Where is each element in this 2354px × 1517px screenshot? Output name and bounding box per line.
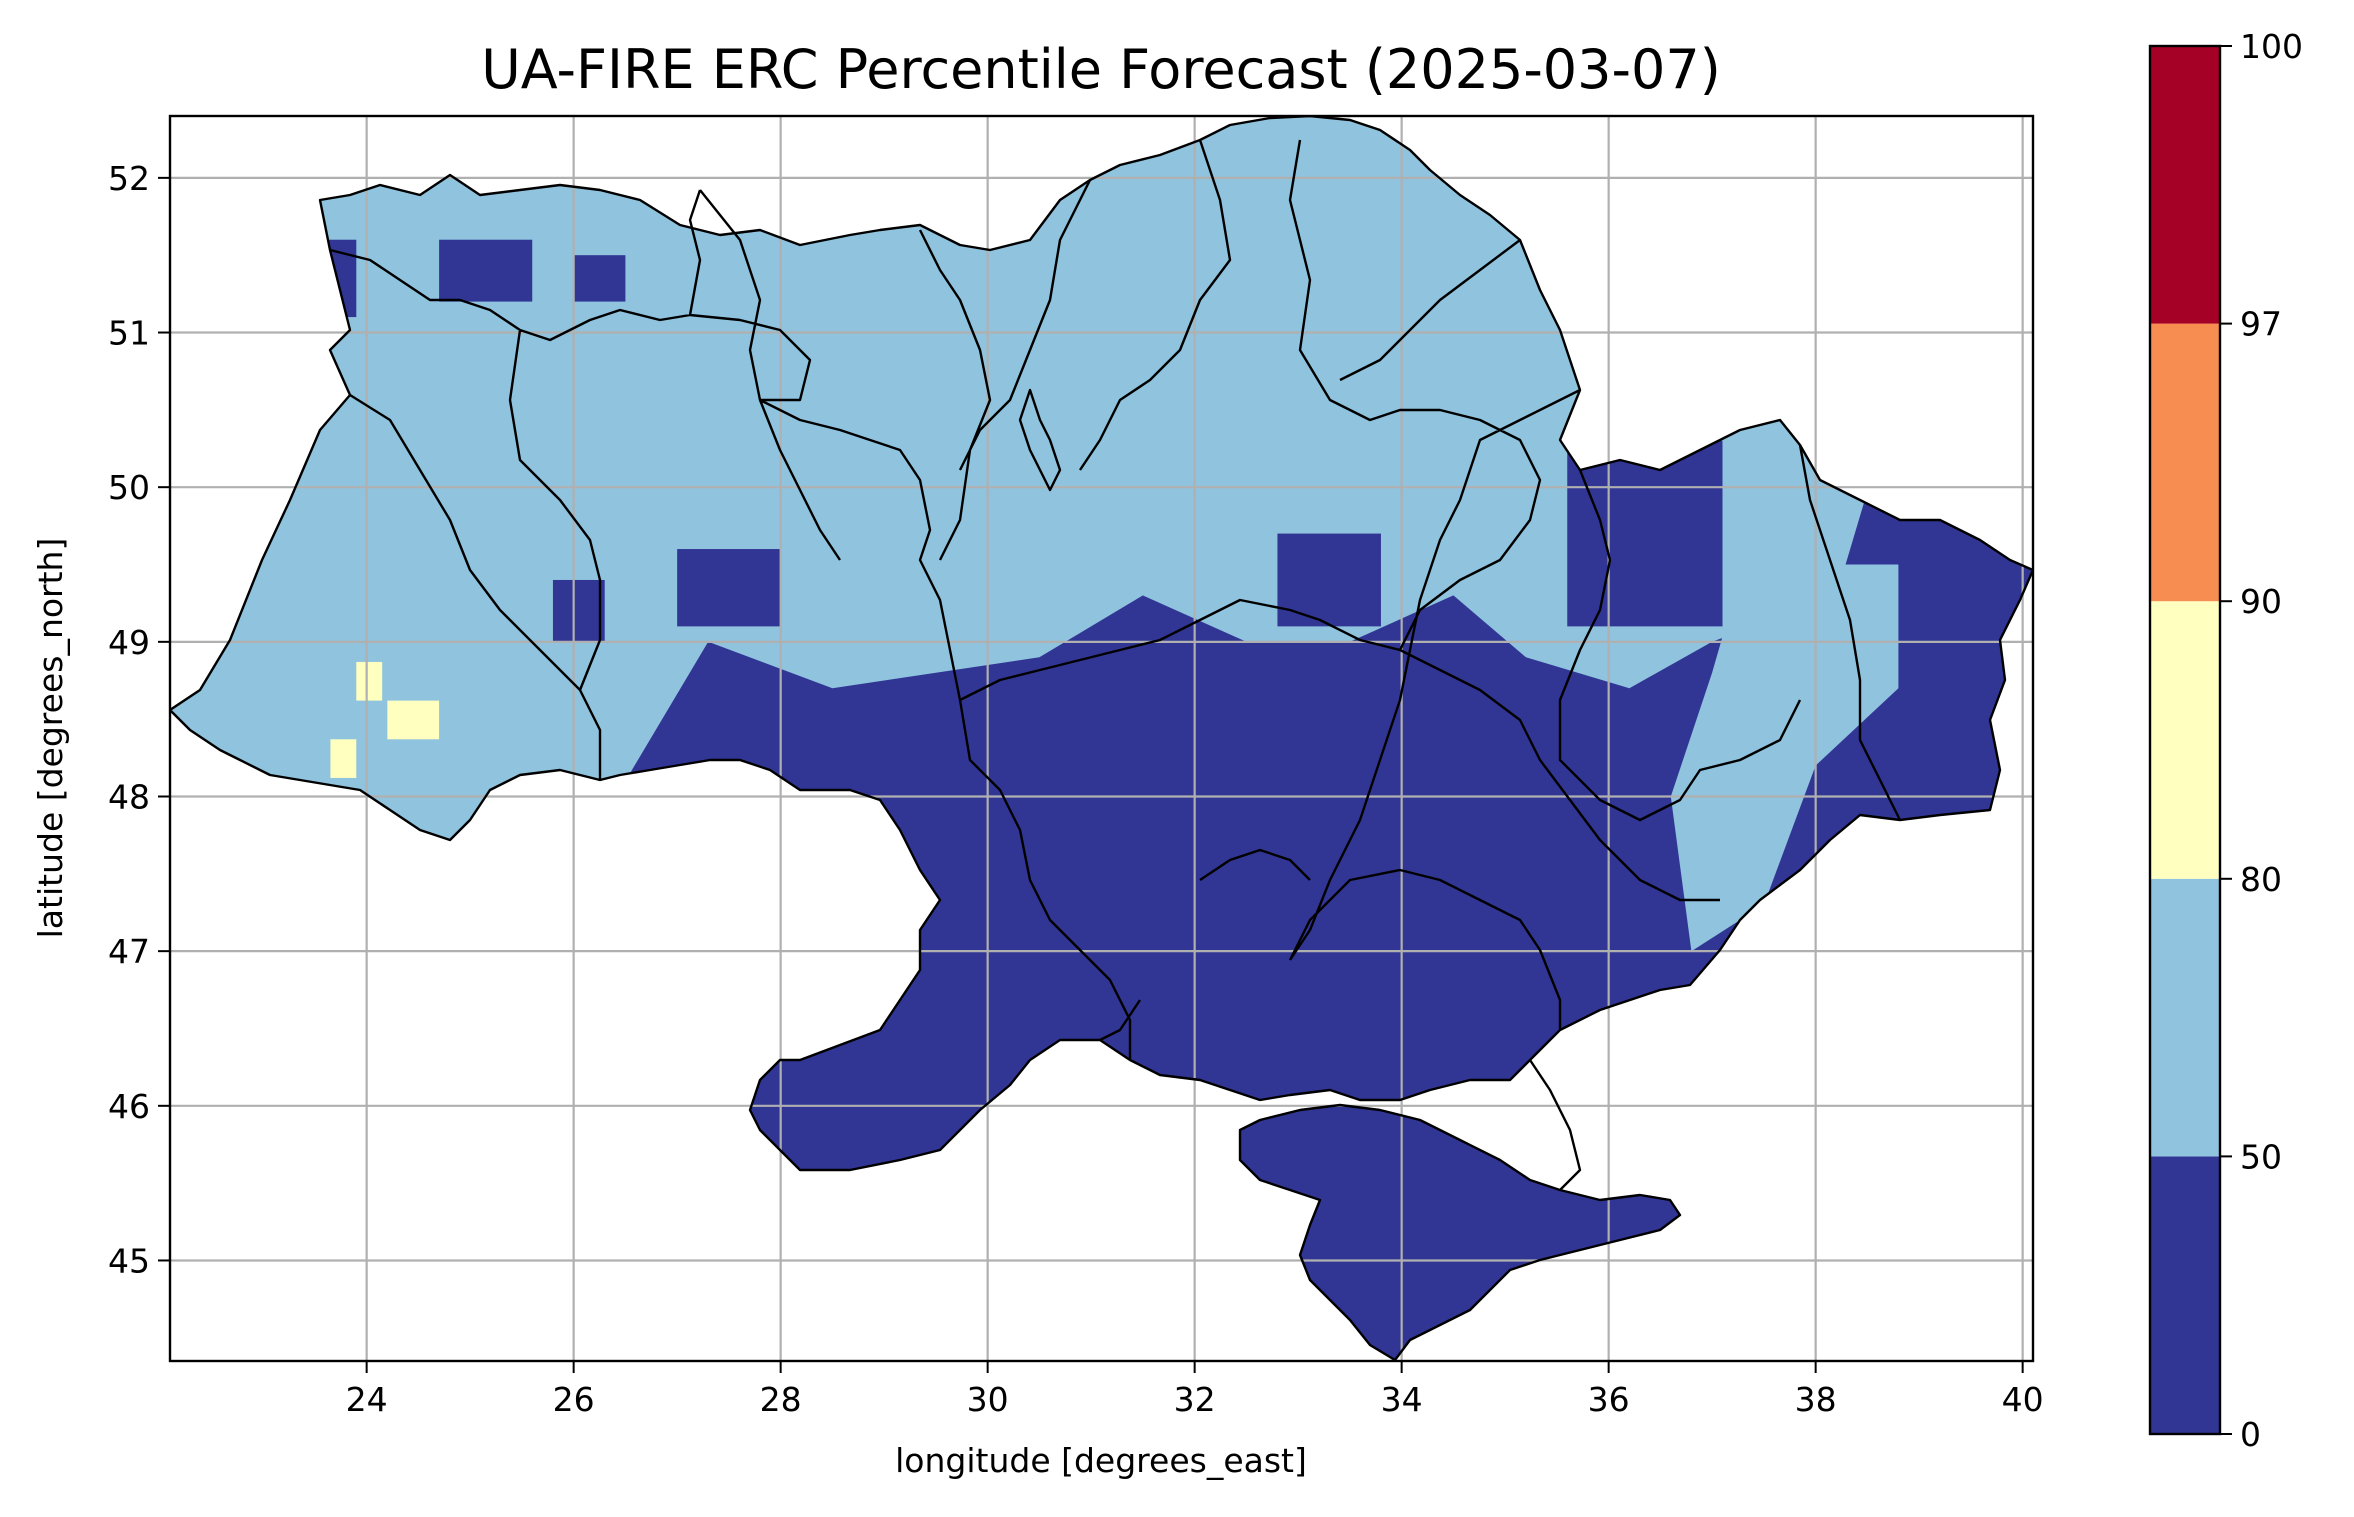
x-tick-label: 26 xyxy=(553,1380,595,1419)
erc-cell-low xyxy=(1277,533,1381,627)
map-frame xyxy=(168,114,2035,1363)
x-tick-label: 38 xyxy=(1795,1380,1837,1419)
y-tick-label: 51 xyxy=(108,314,150,353)
y-tick-label: 48 xyxy=(108,777,150,816)
colorbar-segment xyxy=(2150,1156,2220,1434)
colorbar-segment xyxy=(2150,878,2220,1157)
y-tick-label: 52 xyxy=(108,159,150,198)
x-tick-label: 28 xyxy=(760,1380,802,1419)
y-tick-label: 46 xyxy=(108,1087,150,1126)
x-tick-label: 34 xyxy=(1381,1380,1423,1419)
erc-cell-high xyxy=(356,661,383,701)
colorbar-frame xyxy=(2148,44,2222,1436)
colorbar-tick-label: 100 xyxy=(2240,27,2303,66)
erc-zone-moderate-east xyxy=(1670,564,1899,952)
erc-cell-high xyxy=(330,739,357,778)
y-tick-label: 47 xyxy=(108,932,150,971)
reservoir-outline xyxy=(1018,388,1062,492)
y-tick-label: 49 xyxy=(108,623,150,662)
x-axis-ticks: 24 26 28 30 32 34 36 38 40 xyxy=(346,1361,2044,1419)
erc-cell-low xyxy=(439,239,533,302)
x-tick-label: 30 xyxy=(967,1380,1009,1419)
y-axis-ticks: 45 46 47 48 49 50 51 52 xyxy=(108,159,170,1280)
x-tick-label: 40 xyxy=(2002,1380,2044,1419)
y-tick-label: 45 xyxy=(108,1241,150,1280)
colorbar-tick-label: 0 xyxy=(2240,1415,2261,1454)
oblast-borders xyxy=(329,139,1902,1191)
admin-borders xyxy=(170,116,2033,1361)
erc-cell-low xyxy=(573,255,626,302)
colorbar-segments xyxy=(2150,46,2220,1434)
erc-cell-low xyxy=(677,549,781,627)
colorbar-tick-label: 90 xyxy=(2240,582,2282,621)
x-tick-label: 36 xyxy=(1588,1380,1630,1419)
y-tick-label: 50 xyxy=(108,468,150,507)
country-outline xyxy=(170,116,2033,1172)
x-tick-label: 24 xyxy=(346,1380,388,1419)
colorbar-segment xyxy=(2150,601,2220,879)
x-axis-label: longitude [degrees_east] xyxy=(895,1441,1307,1480)
colorbar-tick-label: 97 xyxy=(2240,305,2282,344)
map-title: UA-FIRE ERC Percentile Forecast (2025-03… xyxy=(481,38,1721,101)
erc-cell-low xyxy=(1567,440,1723,627)
crimea-outline xyxy=(1238,1103,1682,1361)
map-grid xyxy=(170,116,2033,1361)
erc-cell-low xyxy=(552,579,605,642)
x-tick-label: 32 xyxy=(1174,1380,1216,1419)
colorbar-ticks: 0 50 80 90 97 100 xyxy=(2220,27,2303,1454)
y-axis-label: latitude [degrees_north] xyxy=(31,538,70,939)
colorbar: 0 50 80 90 97 100 xyxy=(2148,27,2303,1454)
colorbar-segment xyxy=(2150,323,2220,602)
colorbar-tick-label: 80 xyxy=(2240,860,2282,899)
colorbar-tick-label: 50 xyxy=(2240,1137,2282,1176)
map-axes: 24 26 28 30 32 34 36 38 40 45 46 47 48 49 50 51 52 xyxy=(108,114,2044,1419)
colorbar-segment xyxy=(2150,46,2220,324)
erc-cell-high xyxy=(387,700,440,740)
